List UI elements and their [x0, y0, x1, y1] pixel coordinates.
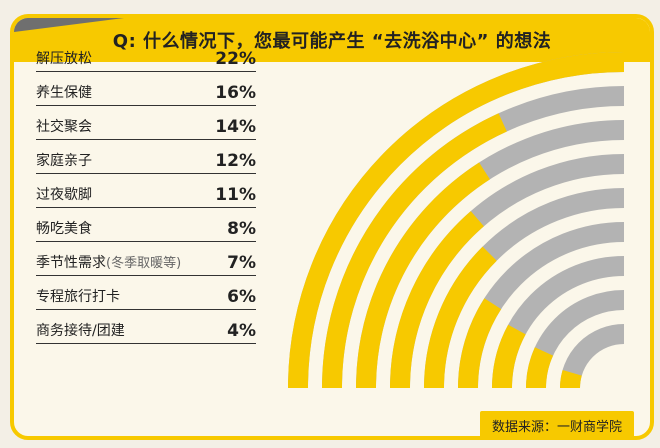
category-text: 社交聚会 [36, 119, 92, 135]
category-text: 商务接待/团建 [36, 323, 125, 339]
row-divider [36, 173, 256, 174]
arc-bar-2 [322, 113, 507, 389]
category-label: 养生保健 [36, 82, 92, 102]
label-row: 解压放松 22% [36, 46, 256, 72]
label-row: 养生保健 16% [36, 80, 256, 106]
category-label: 畅吃美食 [36, 218, 92, 238]
row-divider [36, 139, 256, 140]
value-label: 4% [227, 321, 256, 341]
source-text: 数据来源：一财商学院 [491, 420, 622, 435]
category-label: 专程旅行打卡 [36, 286, 120, 306]
row-divider [36, 105, 256, 106]
row-divider [36, 241, 256, 242]
value-label: 8% [227, 219, 256, 239]
arc-bar-5 [424, 246, 497, 389]
label-row: 家庭亲子 12% [36, 148, 256, 174]
row-divider [36, 275, 256, 276]
label-row: 畅吃美食 8% [36, 216, 256, 242]
category-label: 解压放松 [36, 48, 92, 68]
arc-bar-9 [560, 369, 582, 389]
arc-bar-3 [356, 162, 490, 389]
category-text: 畅吃美食 [36, 221, 92, 237]
value-label: 14% [215, 117, 256, 137]
corner-decoration [14, 18, 124, 32]
category-label: 社交聚会 [36, 116, 92, 136]
label-row: 商务接待/团建 4% [36, 318, 256, 344]
arc-bar-8 [526, 347, 554, 389]
category-text: 解压放松 [36, 51, 92, 67]
arc-bar-4 [390, 211, 484, 389]
category-label: 季节性需求(冬季取暖等) [36, 252, 181, 272]
arc-bar-7 [492, 324, 526, 389]
label-row: 季节性需求(冬季取暖等) 7% [36, 250, 256, 276]
row-divider [36, 71, 256, 72]
value-label: 16% [215, 83, 256, 103]
category-label: 过夜歇脚 [36, 184, 92, 204]
label-row: 过夜歇脚 11% [36, 182, 256, 208]
category-text: 养生保健 [36, 85, 92, 101]
label-row: 社交聚会 14% [36, 114, 256, 140]
category-label: 家庭亲子 [36, 150, 92, 170]
category-text: 季节性需求 [36, 255, 106, 271]
arc-bar-6 [458, 298, 502, 389]
category-note: (冬季取暖等) [106, 256, 182, 271]
value-label: 12% [215, 151, 256, 171]
category-text: 家庭亲子 [36, 153, 92, 169]
category-text: 过夜歇脚 [36, 187, 92, 203]
category-text: 专程旅行打卡 [36, 289, 120, 305]
arc-bar-1 [288, 52, 625, 389]
category-label: 商务接待/团建 [36, 320, 125, 340]
value-label: 7% [227, 253, 256, 273]
value-label: 11% [215, 185, 256, 205]
value-label: 22% [215, 49, 256, 69]
source-badge: 数据来源：一财商学院 [479, 411, 634, 440]
value-label: 6% [227, 287, 256, 307]
row-divider [36, 309, 256, 310]
row-divider [36, 207, 256, 208]
chart-title: Q: 什么情况下，您最可能产生 “去洗浴中心” 的想法 [112, 31, 552, 52]
row-divider [36, 343, 256, 344]
label-row: 专程旅行打卡 6% [36, 284, 256, 310]
